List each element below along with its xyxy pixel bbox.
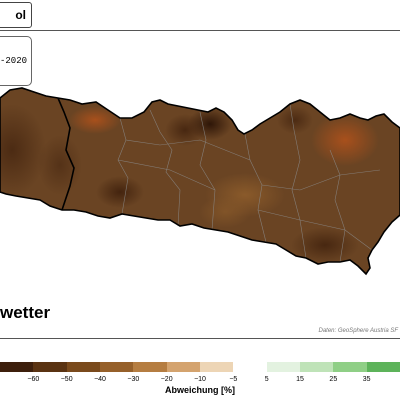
colorbar [0,362,400,372]
colorbar-tick-label: 35 [362,376,371,383]
colorbar-swatch [0,362,34,372]
colorbar-tick-label: −50 [60,376,73,383]
colorbar-ticks: −60 −50 −40 −30 −20 −10 −5 5 15 25 35 [0,376,400,386]
colorbar-tick-label: −30 [127,376,140,383]
colorbar-swatch [199,362,234,372]
deviation-map [0,87,400,275]
colorbar-swatch [33,362,67,372]
brand-fragment: wetter [0,303,51,322]
map-title-box: ol [0,2,32,28]
colorbar-swatch [66,362,100,372]
colorbar-swatch [333,362,367,372]
colorbar-tick-label: 5 [264,376,269,383]
colorbar-swatch [299,362,334,372]
period-fragment: 1-2020 [0,56,27,66]
map-frame-bottom [0,338,400,339]
colorbar-tick-label: −60 [27,376,40,383]
colorbar-swatch [266,362,300,372]
district-lines [117,103,381,263]
period-box: 1-2020 [0,36,32,86]
data-credit: Daten: GeoSphere Austria SF [318,328,399,334]
colorbar-tick-label: −40 [94,376,106,383]
colorbar-tick-label: −10 [194,376,206,383]
colorbar-tick-label: 15 [296,376,304,383]
colorbar-swatch [366,362,400,372]
map-title-fragment: ol [15,8,26,22]
colorbar-swatch [166,362,200,372]
map-frame-top [0,30,400,31]
state-borders [0,87,400,275]
colorbar-tick-label: 25 [329,376,338,383]
colorbar-label: Abweichung [%] [165,385,235,395]
colorbar-tick-label: −5 [229,376,238,383]
colorbar-swatch [99,362,134,372]
colorbar-swatch [133,362,167,372]
colorbar-tick-label: −20 [160,376,173,383]
colorbar-swatch [233,362,267,372]
